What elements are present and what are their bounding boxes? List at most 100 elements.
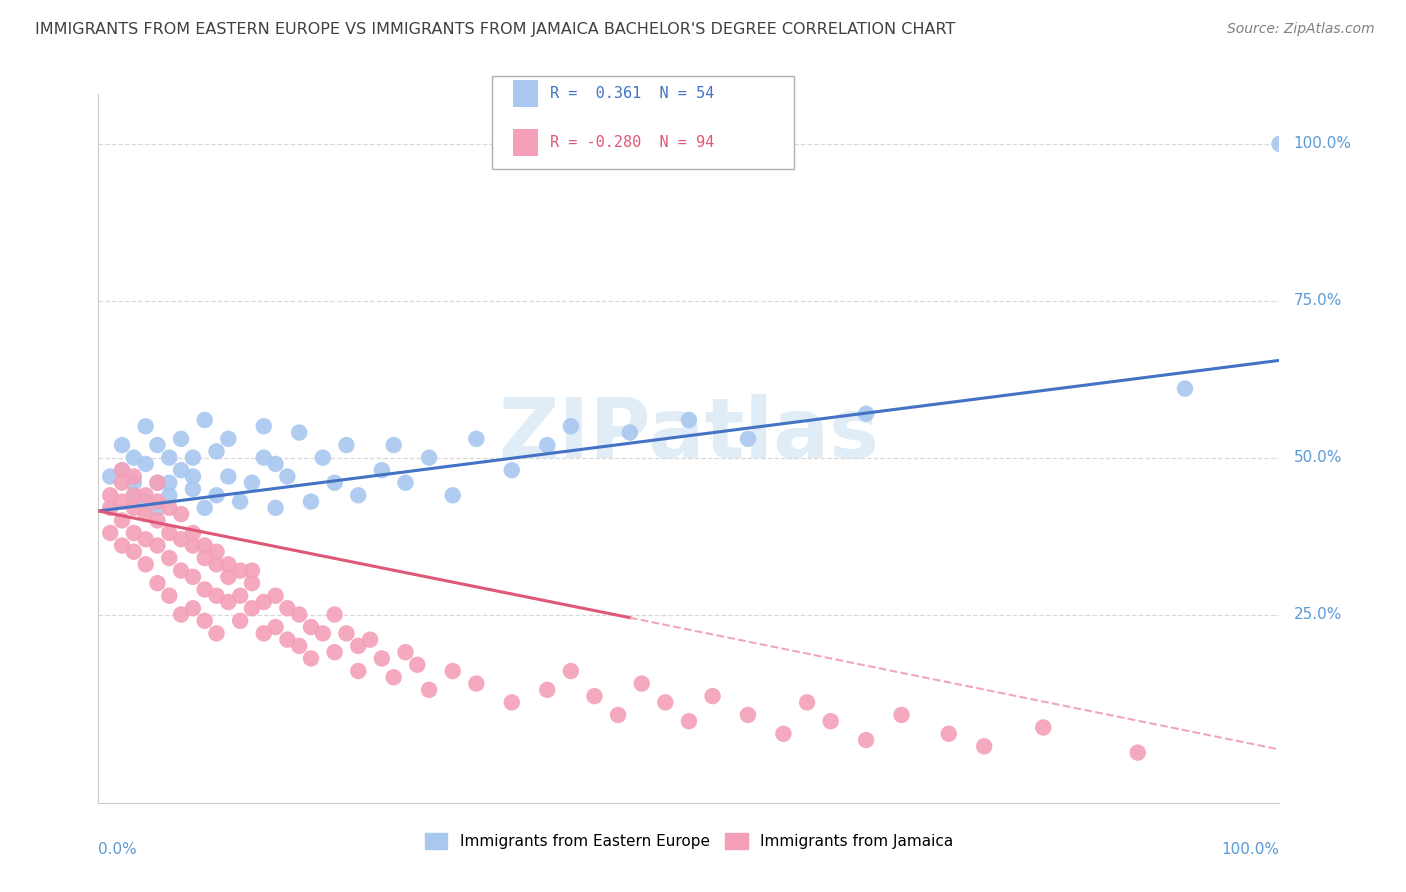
Point [122,500,145,515]
Point [194,582,217,597]
Point [194,614,217,628]
Point [170,432,193,446]
Point [772,727,794,741]
Point [181,570,204,584]
Point [135,488,157,502]
Point [702,689,724,703]
Point [299,651,322,665]
Text: 0.0%: 0.0% [98,842,138,857]
Point [170,507,193,521]
Point [253,595,276,609]
Text: R = -0.280  N = 94: R = -0.280 N = 94 [550,136,714,150]
Point [111,438,134,452]
Point [394,475,416,490]
Point [170,463,193,477]
Point [135,507,157,521]
Point [323,645,346,659]
Point [146,438,169,452]
Point [276,469,298,483]
Point [157,589,180,603]
Point [122,488,145,502]
Point [146,500,169,515]
Point [607,708,630,723]
Point [98,469,121,483]
Point [288,425,311,440]
Point [678,413,700,427]
Point [820,714,842,729]
Point [135,419,157,434]
Point [536,438,558,452]
Point [111,475,134,490]
Legend: Immigrants from Eastern Europe, Immigrants from Jamaica: Immigrants from Eastern Europe, Immigran… [419,827,959,855]
Point [122,525,145,540]
Point [890,708,912,723]
Point [382,670,405,684]
Point [630,676,652,690]
Point [98,488,121,502]
Point [205,626,228,640]
Point [253,626,276,640]
Point [347,664,370,678]
Point [312,626,335,640]
Point [111,494,134,508]
Point [229,614,252,628]
Point [205,444,228,458]
Point [737,432,759,446]
Point [299,494,322,508]
Point [181,450,204,465]
Point [288,639,311,653]
Point [170,533,193,547]
Point [299,620,322,634]
Point [170,564,193,578]
Point [157,525,180,540]
Point [347,639,370,653]
Point [146,539,169,553]
Point [465,676,488,690]
Point [973,739,995,754]
Point [217,432,239,446]
Point [347,488,370,502]
Point [276,601,298,615]
Point [194,539,217,553]
Point [181,601,204,615]
Point [501,463,523,477]
Point [938,727,960,741]
Point [157,551,180,566]
Point [205,545,228,559]
Point [253,450,276,465]
Point [654,695,676,709]
Point [335,626,357,640]
Text: ZIPatlas: ZIPatlas [499,393,879,475]
Point [111,513,134,527]
Point [264,620,287,634]
Point [135,533,157,547]
Text: 75.0%: 75.0% [1294,293,1341,309]
Point [170,607,193,622]
Point [135,457,157,471]
Point [122,450,145,465]
Text: Source: ZipAtlas.com: Source: ZipAtlas.com [1227,22,1375,37]
Point [240,564,263,578]
Point [146,475,169,490]
Point [253,419,276,434]
Point [217,595,239,609]
Point [855,407,877,421]
Point [146,513,169,527]
Point [536,682,558,697]
Point [157,500,180,515]
Point [418,450,440,465]
Point [418,682,440,697]
Point [122,488,145,502]
Point [146,494,169,508]
Point [394,645,416,659]
Point [194,551,217,566]
Point [1032,721,1054,735]
Point [157,450,180,465]
Point [111,463,134,477]
Point [111,539,134,553]
Point [181,469,204,483]
Point [135,494,157,508]
Point [194,413,217,427]
Text: IMMIGRANTS FROM EASTERN EUROPE VS IMMIGRANTS FROM JAMAICA BACHELOR'S DEGREE CORR: IMMIGRANTS FROM EASTERN EUROPE VS IMMIGR… [35,22,956,37]
Point [560,419,582,434]
